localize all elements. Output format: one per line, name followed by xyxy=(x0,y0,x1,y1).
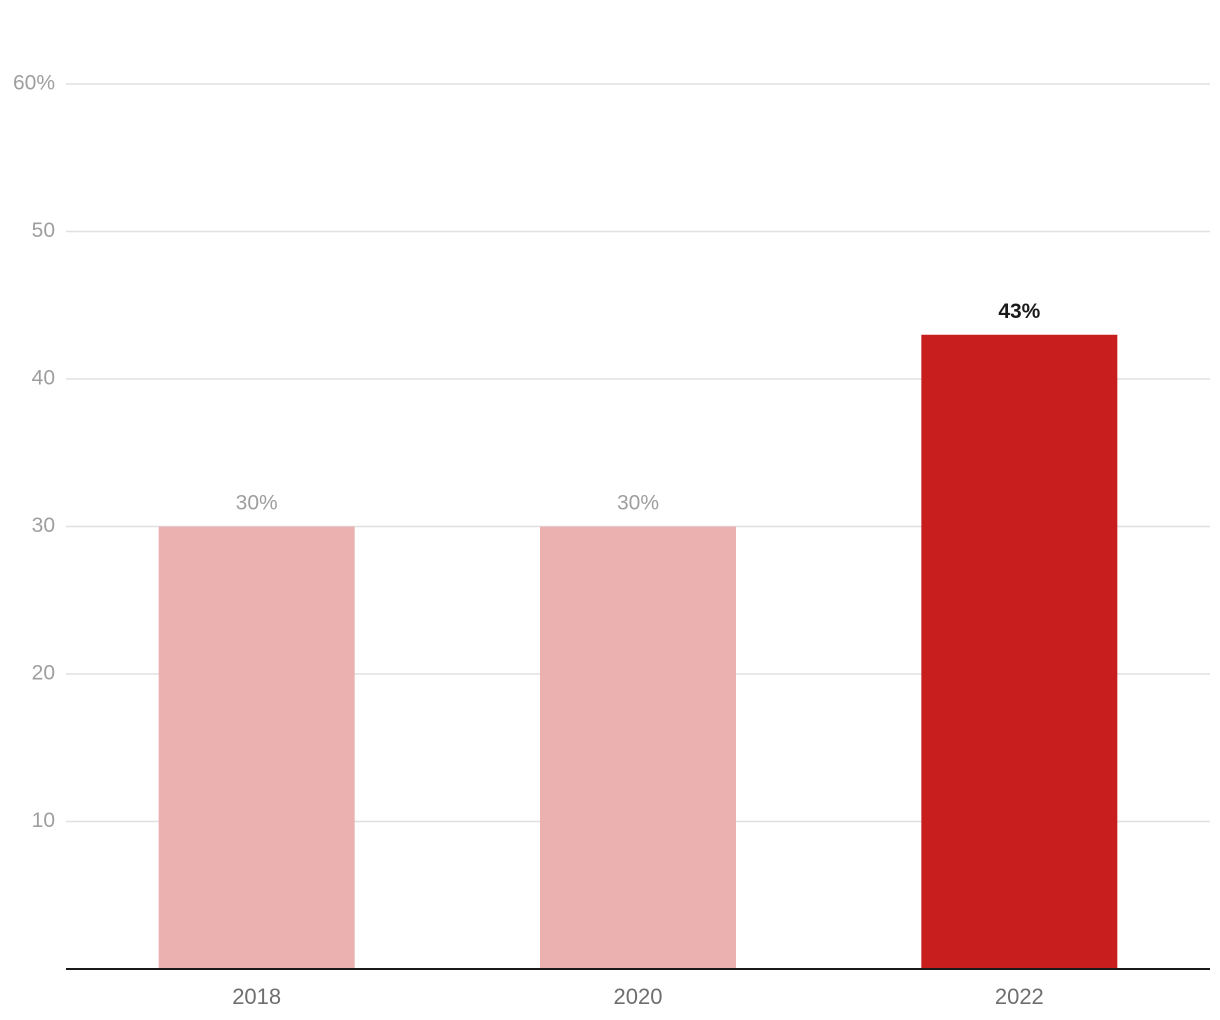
y-tick-label: 10 xyxy=(32,809,55,832)
x-tick-label-2022: 2022 xyxy=(995,984,1044,1009)
y-tick-label: 30 xyxy=(32,514,55,537)
y-tick-label: 50 xyxy=(32,219,55,242)
data-labels: 30% 30% 43% xyxy=(236,300,1041,515)
bar-2022 xyxy=(921,334,1118,969)
x-tick-label-2018: 2018 xyxy=(232,984,281,1009)
y-tick-label: 60% xyxy=(13,72,55,95)
x-axis-tick-labels: 2018 2020 2022 xyxy=(232,984,1044,1009)
data-label-2020: 30% xyxy=(617,492,659,515)
data-label-2022: 43% xyxy=(998,300,1040,323)
y-axis-tick-labels: 10 20 30 40 50 60% xyxy=(13,72,55,833)
bar-2018 xyxy=(158,526,355,969)
bars xyxy=(158,334,1118,969)
data-label-2018: 30% xyxy=(236,492,278,515)
x-tick-label-2020: 2020 xyxy=(614,984,663,1009)
y-tick-label: 20 xyxy=(32,662,55,685)
y-tick-label: 40 xyxy=(32,367,55,390)
bar-2020 xyxy=(540,526,736,969)
